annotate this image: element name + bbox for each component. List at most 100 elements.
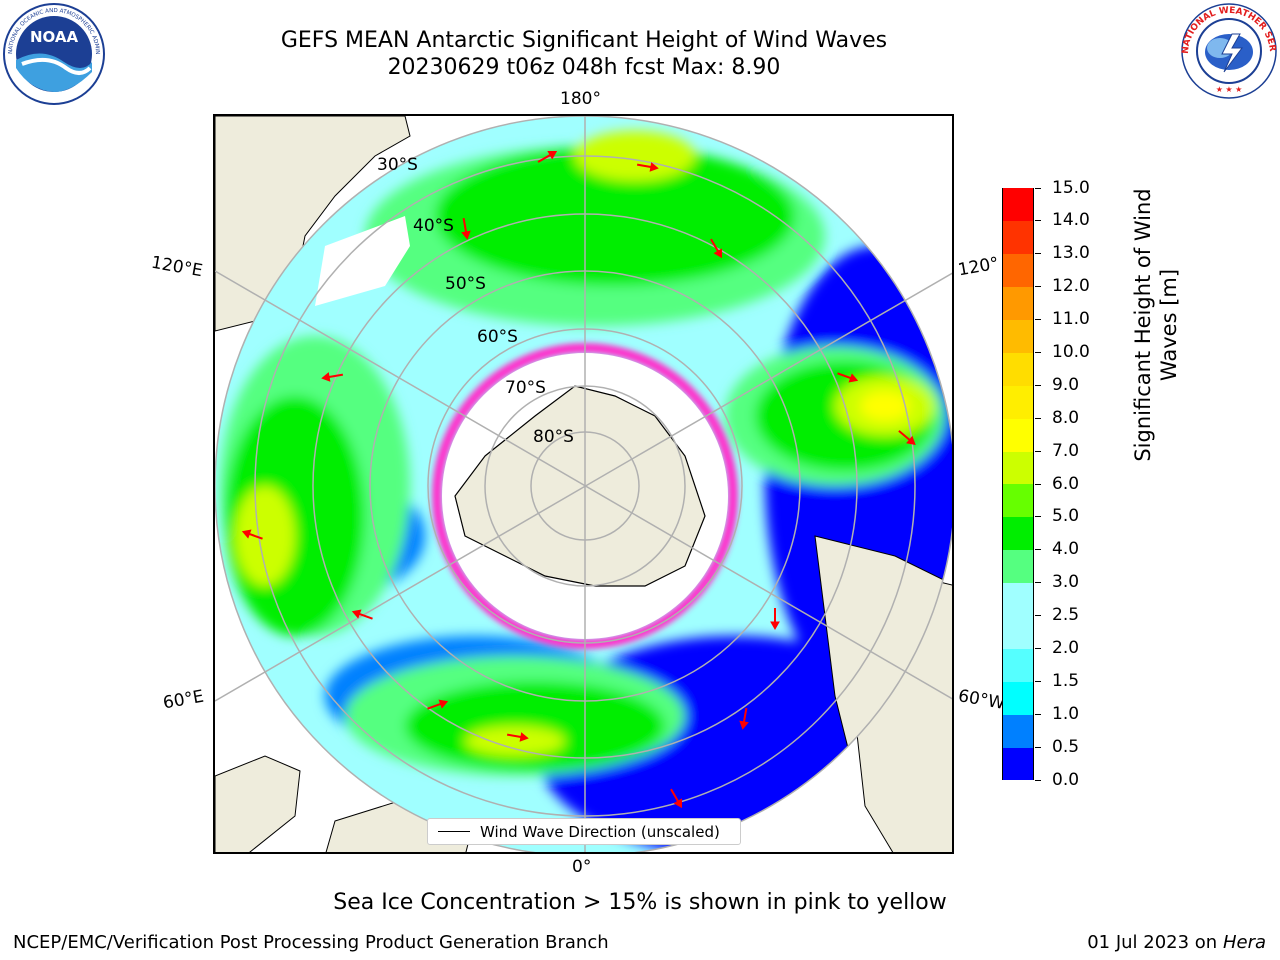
colorbar-tick-label: 12.0 [1052, 276, 1090, 297]
legend-label: Wind Wave Direction (unscaled) [480, 822, 720, 841]
colorbar-segment [1003, 615, 1033, 649]
nws-logo: NATIONAL WEATHER SERVICE ★ ★ ★ [1180, 2, 1277, 99]
colorbar-segment [1003, 385, 1033, 419]
colorbar-segment [1003, 253, 1033, 288]
colorbar-title: Significant Height of Wind Waves [m] [1130, 165, 1182, 485]
colorbar-tick-mark [1035, 746, 1041, 748]
colorbar-tick-mark [1035, 615, 1041, 617]
colorbar-segment [1003, 286, 1033, 321]
colorbar-segment [1003, 352, 1033, 386]
lat-label-60s: 60°S [477, 327, 518, 347]
polar-map: 30°S 40°S 50°S 60°S 70°S 80°S [215, 116, 952, 852]
lat-label-80s: 80°S [533, 427, 574, 447]
colorbar-segment [1003, 319, 1033, 353]
footer-credit: NCEP/EMC/Verification Post Processing Pr… [13, 932, 609, 953]
footer-system: Hera [1222, 932, 1266, 953]
legend-line-swatch [438, 831, 470, 832]
colorbar-segment [1003, 681, 1033, 715]
map-legend: Wind Wave Direction (unscaled) [427, 818, 741, 845]
colorbar-tick-mark [1035, 647, 1041, 649]
antarctica [454, 385, 706, 587]
colorbar-segment [1003, 188, 1033, 222]
colorbar-tick-mark [1035, 351, 1041, 353]
colorbar-tick-label: 0.0 [1052, 769, 1080, 790]
arrow [770, 608, 780, 631]
colorbar-tick-label: 4.0 [1052, 539, 1080, 560]
colorbar-tick-mark [1035, 286, 1041, 288]
colorbar-tick-label: 2.0 [1052, 637, 1080, 658]
noaa-logo-text: NOAA [30, 28, 79, 46]
noaa-logo: NOAA NATIONAL OCEANIC AND ATMOSPHERIC AD… [2, 2, 105, 105]
colorbar-segment [1003, 648, 1033, 682]
colorbar-tick-mark [1035, 680, 1041, 682]
colorbar-title-line2: Waves [m] [1157, 268, 1181, 382]
colorbar-segment [1003, 451, 1033, 485]
colorbar-tick-label: 15.0 [1052, 177, 1090, 198]
colorbar-segment [1003, 418, 1033, 452]
arrow [427, 699, 449, 710]
colorbar-tick-label: 11.0 [1052, 309, 1090, 330]
arrow [670, 788, 683, 809]
colorbar-tick-mark [1035, 582, 1041, 584]
map-panel: 30°S 40°S 50°S 60°S 70°S 80°S [213, 114, 954, 854]
lon-label-120e: 120°E [149, 252, 205, 282]
lon-label-0: 0° [572, 857, 592, 877]
footer-date-text: 01 Jul 2023 on [1087, 932, 1223, 953]
colorbar-segment [1003, 549, 1033, 584]
arrow [837, 372, 859, 383]
colorbar [1002, 188, 1034, 781]
arrow [351, 609, 373, 620]
lat-label-30s: 30°S [377, 155, 418, 175]
colorbar-title-line1: Significant Height of Wind [1131, 188, 1155, 462]
colorbar-tick-mark [1035, 483, 1041, 485]
lat-label-50s: 50°S [445, 274, 486, 294]
colorbar-segment [1003, 220, 1033, 255]
colorbar-tick-label: 2.5 [1052, 605, 1080, 626]
colorbar-tick-mark [1035, 516, 1041, 518]
colorbar-tick-label: 13.0 [1052, 243, 1090, 264]
colorbar-segment [1003, 484, 1033, 518]
arrow [506, 732, 529, 742]
colorbar-tick-label: 7.0 [1052, 440, 1080, 461]
colorbar-tick-mark [1035, 253, 1041, 255]
svg-text:★ ★ ★: ★ ★ ★ [1216, 85, 1243, 94]
colorbar-tick-mark [1035, 319, 1041, 321]
lon-label-120w: 120° [956, 253, 1001, 281]
footer-date: 01 Jul 2023 on Hera [1087, 932, 1266, 953]
colorbar-tick-mark [1035, 779, 1041, 781]
colorbar-tick-label: 1.5 [1052, 670, 1080, 691]
arrow [710, 238, 723, 259]
colorbar-tick-label: 3.0 [1052, 572, 1080, 593]
colorbar-tick-mark [1035, 384, 1041, 386]
colorbar-segment [1003, 582, 1033, 617]
colorbar-tick-label: 10.0 [1052, 341, 1090, 362]
lon-label-60e: 60°E [161, 686, 206, 714]
colorbar-tick-mark [1035, 713, 1041, 715]
graticule [215, 116, 952, 852]
wave-direction-arrows [241, 150, 916, 809]
colorbar-tick-label: 0.5 [1052, 736, 1080, 757]
chart-title: GEFS MEAN Antarctic Significant Height o… [280, 28, 888, 53]
colorbar-tick-mark [1035, 187, 1041, 189]
colorbar-tick-label: 5.0 [1052, 506, 1080, 527]
arrow [537, 150, 558, 163]
colorbar-tick-mark [1035, 220, 1041, 222]
lon-label-60w: 60°W [956, 686, 1007, 714]
arrow [898, 430, 916, 446]
colorbar-tick-label: 1.0 [1052, 703, 1080, 724]
colorbar-segment [1003, 747, 1033, 781]
lat-label-40s: 40°S [413, 216, 454, 236]
colorbar-tick-mark [1035, 417, 1041, 419]
lon-label-180: 180° [560, 89, 601, 109]
arrow [461, 217, 471, 240]
colorbar-tick-label: 8.0 [1052, 407, 1080, 428]
sea-ice-note: Sea Ice Concentration > 15% is shown in … [333, 890, 947, 915]
colorbar-tick-label: 14.0 [1052, 210, 1090, 231]
colorbar-tick-mark [1035, 549, 1041, 551]
colorbar-tick-label: 9.0 [1052, 374, 1080, 395]
lat-label-70s: 70°S [505, 378, 546, 398]
chart-subtitle: 20230629 t06z 048h fcst Max: 8.90 [387, 55, 781, 80]
arrow [241, 529, 263, 540]
colorbar-segment [1003, 714, 1033, 748]
colorbar-segment [1003, 516, 1033, 551]
